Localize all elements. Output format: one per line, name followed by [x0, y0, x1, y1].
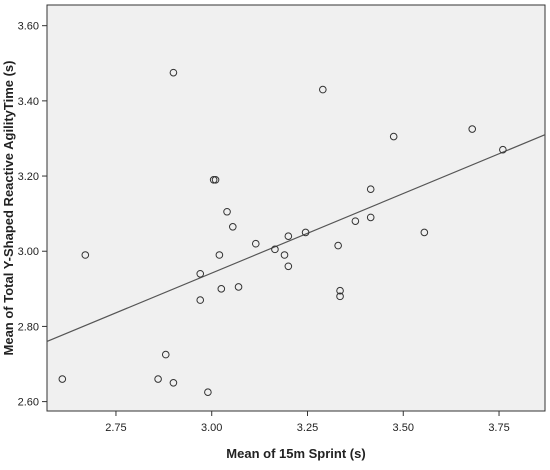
- data-point: [351, 217, 360, 225]
- x-axis-ticks: 2.75 3.00 3.25 3.50 3.75: [105, 411, 510, 434]
- x-axis-title: Mean of 15m Sprint (s): [226, 446, 365, 461]
- plot-area: [46, 4, 546, 412]
- data-point: [389, 132, 398, 141]
- data-point: [196, 269, 205, 278]
- data-point: [196, 296, 205, 304]
- data-point: [161, 350, 170, 359]
- data-points: [58, 68, 507, 397]
- y-tick-label: 2.80: [18, 321, 39, 333]
- data-point: [251, 239, 260, 248]
- data-point: [420, 228, 429, 237]
- data-point: [169, 379, 178, 387]
- data-point: [81, 251, 90, 259]
- data-point: [58, 375, 67, 383]
- data-point: [284, 262, 293, 271]
- y-tick-label: 3.40: [18, 96, 39, 108]
- fit-line-layer: [46, 134, 546, 343]
- y-tick-label: 2.60: [18, 397, 39, 409]
- data-point: [280, 251, 289, 259]
- data-point: [334, 241, 342, 250]
- x-tick-label: 2.75: [105, 422, 126, 434]
- data-point: [336, 286, 344, 295]
- data-point: [209, 176, 218, 184]
- data-point: [154, 375, 162, 383]
- data-point: [336, 292, 344, 301]
- data-point: [284, 232, 293, 240]
- y-axis-title: Mean of Total Y-Shaped Reactive AgilityT…: [1, 61, 16, 356]
- fit-line: [46, 134, 546, 343]
- y-tick-label: 3.60: [18, 21, 39, 33]
- data-point: [271, 245, 279, 254]
- x-tick-label: 3.00: [201, 422, 222, 434]
- data-point: [204, 388, 212, 397]
- data-point: [499, 145, 507, 154]
- data-point: [468, 125, 477, 133]
- y-axis-ticks: 2.60 2.80 3.00 3.20 3.40 3.60: [18, 21, 47, 409]
- x-tick-label: 3.75: [488, 422, 509, 434]
- data-point: [169, 68, 178, 77]
- x-tick-label: 3.25: [297, 422, 318, 434]
- y-tick-label: 3.20: [18, 171, 39, 183]
- data-point: [217, 285, 226, 293]
- data-point: [234, 283, 243, 291]
- x-tick-label: 3.50: [393, 422, 414, 434]
- data-point: [228, 222, 237, 231]
- data-point: [366, 213, 375, 222]
- data-point: [301, 228, 310, 237]
- data-point: [215, 251, 224, 259]
- data-point: [211, 176, 220, 184]
- data-point: [366, 185, 375, 194]
- y-tick-label: 3.00: [18, 246, 39, 258]
- data-point: [319, 85, 327, 94]
- data-point: [223, 207, 231, 216]
